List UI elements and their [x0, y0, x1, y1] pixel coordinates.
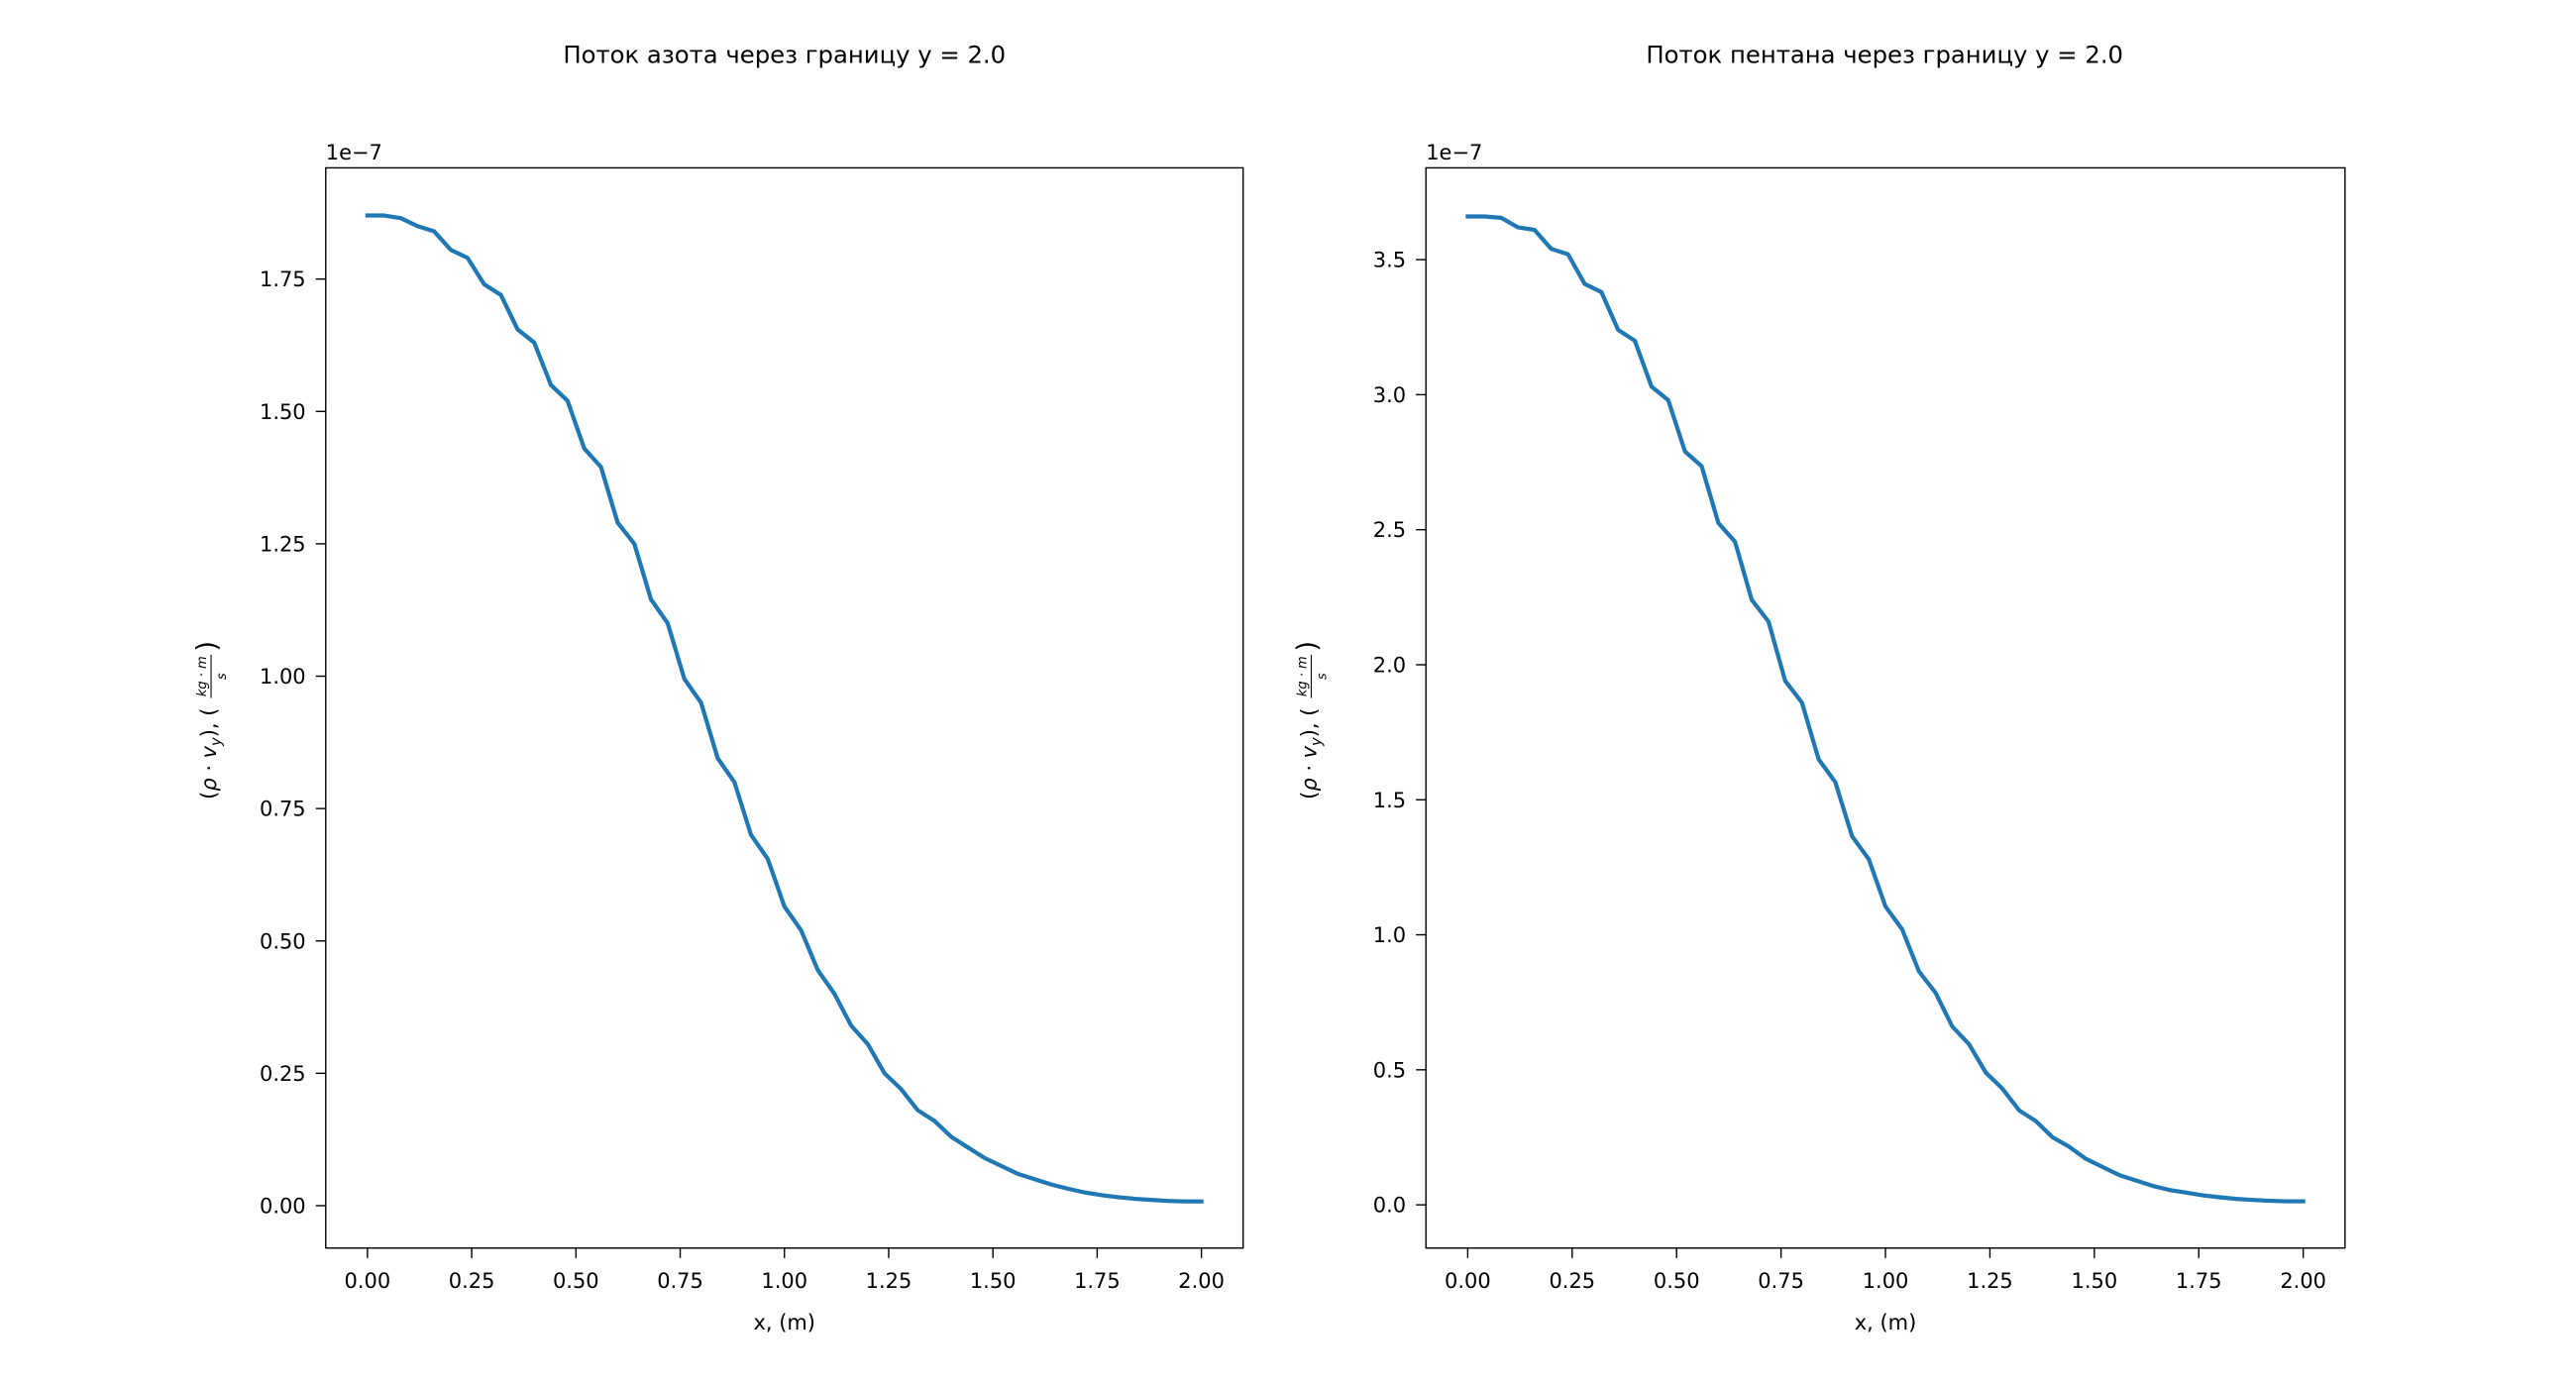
x-tick-label: 1.50	[2072, 1269, 2118, 1293]
y-tick-label: 1.5	[1373, 789, 1406, 812]
y-tick-label: 2.0	[1373, 654, 1406, 678]
y-tick-label: 1.50	[260, 400, 306, 424]
x-tick-label: 0.50	[553, 1269, 599, 1293]
data-line	[1465, 214, 2306, 1204]
y-axis-label-denominator: s	[215, 673, 230, 680]
y-axis-label-main: (ρ · vy), (	[1298, 708, 1326, 800]
x-tick-label: 2.00	[2280, 1269, 2326, 1293]
y-tick-label: 0.00	[260, 1195, 306, 1219]
y-tick-label: 0.0	[1373, 1194, 1406, 1218]
y-axis-label: (ρ · vy), ( kg · m s)	[192, 641, 230, 800]
y-tick-label: 2.5	[1373, 518, 1406, 542]
x-tick-label: 0.00	[1445, 1269, 1491, 1293]
x-tick-label: 0.25	[1549, 1269, 1595, 1293]
x-tick-label: 0.00	[345, 1269, 391, 1293]
y-tick-label: 0.50	[260, 929, 306, 953]
y-axis-label-close: )	[1293, 641, 1324, 652]
y-tick-label: 3.5	[1373, 249, 1406, 272]
x-tick-label: 2.00	[1178, 1269, 1225, 1293]
x-axis-label: x, (m)	[753, 1311, 814, 1334]
x-tick-label: 0.50	[1654, 1269, 1700, 1293]
axes-frame	[325, 166, 1244, 1249]
x-tick-label: 1.75	[2176, 1269, 2222, 1293]
y-axis-label-numerator: kg · m	[1295, 656, 1310, 696]
y-tick-label: 1.75	[260, 267, 306, 291]
y-axis-label-close: )	[192, 641, 223, 652]
y-tick-label: 1.25	[260, 532, 306, 556]
y-axis-label: (ρ · vy), ( kg · m s)	[1293, 641, 1331, 800]
y-tick-label: 1.0	[1373, 923, 1406, 947]
y-offset-text: 1e−7	[1426, 141, 1482, 164]
pentane-flux-chart: Поток пентана через границу y = 2.0 1e−7 0…	[1293, 41, 2346, 1334]
y-tick-label: 0.75	[260, 798, 306, 821]
chart-title: Поток пентана через границу y = 2.0	[1646, 41, 2123, 69]
x-axis-label: x, (m)	[1855, 1311, 1916, 1334]
x-tick-label: 1.25	[1967, 1269, 2013, 1293]
y-axis-label-numerator: kg · m	[195, 656, 210, 696]
y-offset-text: 1e−7	[326, 141, 382, 164]
y-tick-label: 3.0	[1373, 383, 1406, 407]
chart-title: Поток азота через границу y = 2.0	[563, 41, 1006, 69]
y-tick-label: 0.25	[260, 1062, 306, 1086]
data-line	[365, 213, 1204, 1204]
y-axis-label-denominator: s	[1316, 673, 1331, 680]
x-tick-label: 0.25	[449, 1269, 495, 1293]
x-tick-label: 1.00	[761, 1269, 807, 1293]
x-tick-label: 1.00	[1863, 1269, 1909, 1293]
x-tick-label: 0.75	[657, 1269, 703, 1293]
x-tick-label: 0.75	[1758, 1269, 1804, 1293]
x-tick-label: 1.25	[866, 1269, 912, 1293]
y-tick-label: 0.5	[1373, 1058, 1406, 1082]
x-tick-label: 1.75	[1074, 1269, 1121, 1293]
axes-frame	[1425, 166, 2346, 1249]
x-tick-label: 1.50	[970, 1269, 1017, 1293]
nitrogen-flux-chart: Поток азота через границу y = 2.0 1e−7 0.0…	[192, 41, 1244, 1334]
y-axis-label-main: (ρ · vy), (	[197, 708, 225, 800]
y-tick-label: 1.00	[260, 665, 306, 689]
